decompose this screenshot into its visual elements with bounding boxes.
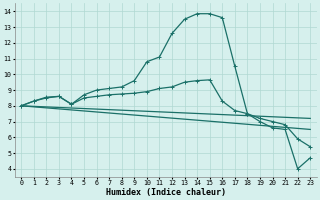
X-axis label: Humidex (Indice chaleur): Humidex (Indice chaleur) [106, 188, 226, 197]
